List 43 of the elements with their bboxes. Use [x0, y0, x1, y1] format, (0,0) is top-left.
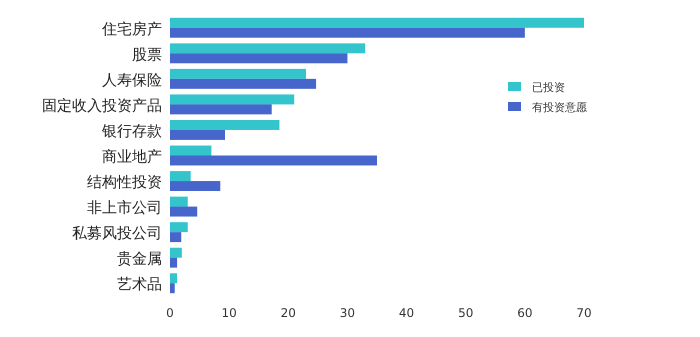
- y-tick-label: 固定收入投资产品: [42, 96, 162, 114]
- bar: [170, 146, 212, 156]
- legend-label: 有投资意愿: [532, 101, 587, 114]
- bar: [170, 120, 280, 130]
- bar: [170, 94, 294, 104]
- bar: [170, 196, 188, 207]
- bar: [170, 258, 178, 268]
- bar: [170, 18, 584, 28]
- y-tick-label: 私募风投公司: [72, 224, 162, 242]
- x-tick-label: 60: [517, 306, 532, 320]
- x-tick-label: 10: [222, 306, 237, 320]
- bar: [170, 68, 306, 79]
- bar: [170, 104, 272, 114]
- bar: [170, 171, 191, 182]
- bar: [170, 28, 525, 38]
- y-tick-label: 非上市公司: [87, 198, 162, 217]
- bar: [170, 53, 348, 64]
- y-tick-label: 银行存款: [101, 122, 162, 140]
- bar: [170, 43, 366, 54]
- x-tick-label: 30: [340, 306, 356, 320]
- x-tick-label: 0: [166, 306, 174, 320]
- bar: [170, 283, 175, 294]
- x-tick-label: 40: [398, 306, 414, 320]
- y-tick-label: 住宅房产: [101, 20, 162, 38]
- bar: [170, 273, 178, 284]
- bar: [170, 130, 226, 140]
- legend-label: 已投资: [532, 81, 565, 94]
- bar: [170, 78, 316, 89]
- bar: [170, 232, 182, 242]
- x-tick-label: 20: [280, 306, 296, 320]
- y-tick-label: 股票: [132, 45, 162, 64]
- y-tick-label: 结构性投资: [87, 173, 162, 192]
- bar: [170, 181, 220, 192]
- x-tick-label: 50: [458, 306, 474, 320]
- x-tick-label: 70: [576, 306, 592, 320]
- y-tick-label: 商业地产: [102, 148, 162, 166]
- y-tick-label: 艺术品: [117, 275, 162, 294]
- bar: [170, 206, 198, 217]
- y-tick-label: 人寿保险: [102, 70, 162, 89]
- bar: [170, 156, 377, 166]
- y-tick-label: 贵金属: [117, 250, 162, 268]
- bar: [170, 222, 188, 232]
- bar: [170, 248, 182, 258]
